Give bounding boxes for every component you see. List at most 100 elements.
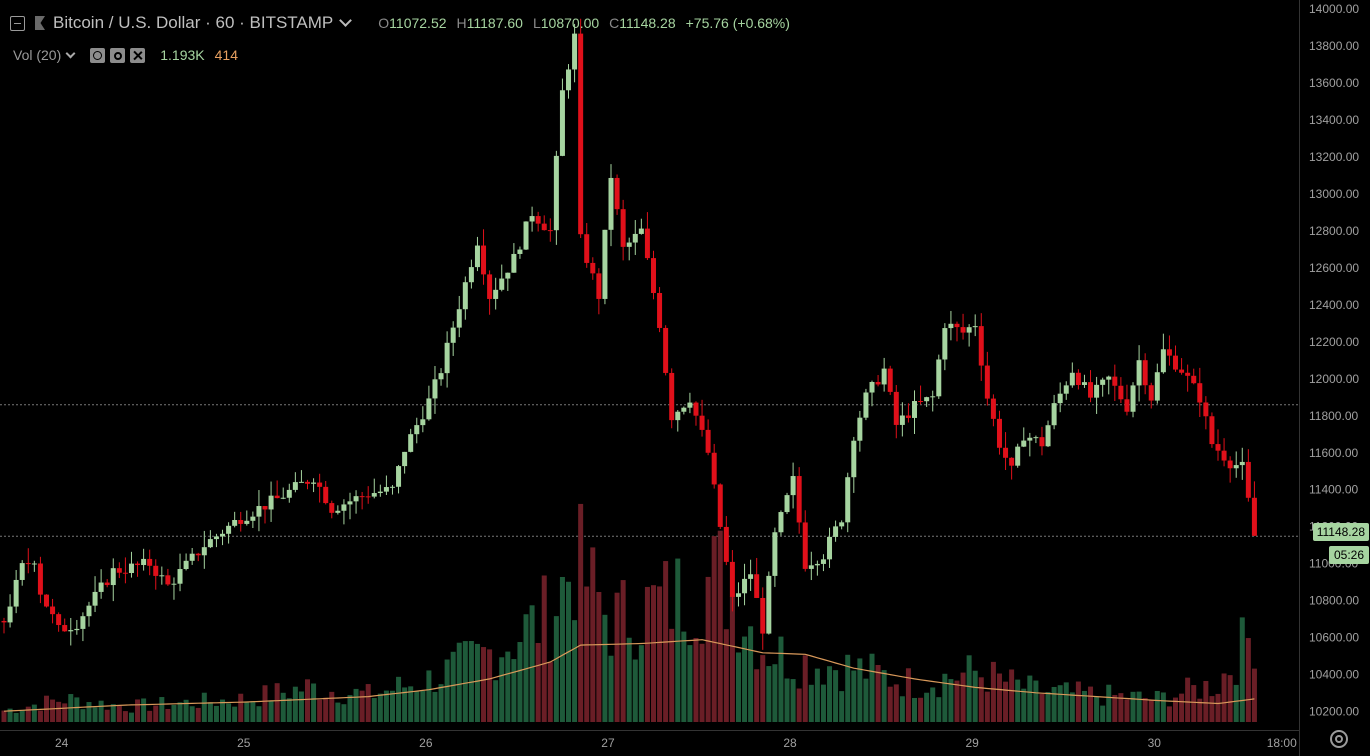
volume-bar: [1112, 694, 1118, 722]
candle-body: [56, 614, 62, 626]
candle-body: [875, 381, 881, 385]
gear-icon[interactable]: [110, 47, 126, 63]
candle-body: [1185, 372, 1191, 376]
candle-body: [414, 425, 420, 435]
candle-body: [389, 486, 395, 488]
symbol-title[interactable]: Bitcoin / U.S. Dollar · 60 · BITSTAMP: [53, 13, 334, 32]
volume-bar: [796, 688, 802, 722]
candle-body: [1221, 450, 1227, 461]
price-tick-label: 12800.00: [1309, 224, 1359, 238]
volume-bar: [657, 586, 663, 722]
candle-body: [869, 381, 875, 393]
price-tick-label: 12200.00: [1309, 335, 1359, 349]
volume-bar: [978, 677, 984, 722]
candle-body: [250, 516, 256, 521]
volume-bar: [499, 657, 505, 722]
volume-bar: [396, 676, 402, 722]
volume-bar: [936, 697, 942, 722]
volume-bar: [359, 690, 365, 722]
volume-bar: [778, 636, 784, 722]
volume-bar: [481, 647, 487, 722]
volume-bar: [1130, 691, 1136, 722]
volume-bar: [1203, 680, 1209, 722]
gear-icon[interactable]: [1330, 730, 1348, 748]
volume-bar: [984, 691, 990, 722]
candle-body: [104, 582, 110, 586]
candle-body: [177, 569, 183, 584]
candle-body: [845, 477, 851, 523]
candle-body: [244, 520, 250, 524]
volume-bar: [644, 586, 650, 722]
volume-bar: [183, 699, 189, 722]
candle-body: [839, 522, 845, 527]
chevron-down-icon[interactable]: [339, 14, 353, 27]
candle-body: [86, 605, 92, 617]
candle-body: [572, 33, 578, 70]
eye-icon[interactable]: [90, 47, 106, 63]
volume-bar: [165, 708, 171, 722]
volume-bar: [881, 670, 887, 722]
candle-body: [195, 553, 201, 556]
volume-bar: [869, 653, 875, 722]
volume-bar: [948, 679, 954, 722]
candle-body: [311, 482, 317, 484]
candle-body: [596, 273, 602, 299]
candle-body: [286, 489, 292, 498]
volume-bar: [766, 666, 772, 722]
volume-bar: [650, 585, 656, 722]
candle-body: [705, 429, 711, 453]
volume-label[interactable]: Vol (20): [13, 47, 62, 63]
volume-bar: [1197, 698, 1203, 722]
volume-bar: [86, 702, 92, 722]
volume-bar: [262, 685, 268, 722]
price-tick-label: 11400.00: [1309, 483, 1358, 497]
volume-bar: [92, 707, 98, 722]
candle-body: [772, 532, 778, 576]
volume-bar: [177, 702, 183, 722]
volume-bar: [802, 655, 808, 722]
candle-body: [1118, 385, 1124, 400]
candle-body: [13, 579, 19, 607]
candle-body: [432, 379, 438, 399]
candle-body: [135, 563, 141, 566]
candle-body: [1245, 461, 1251, 498]
candle-body: [778, 512, 784, 533]
candle-body: [1179, 369, 1185, 373]
volume-bar: [1233, 684, 1239, 722]
candle-body: [833, 526, 839, 537]
candle-body: [748, 574, 754, 579]
volume-bar: [535, 642, 541, 722]
volume-bar: [474, 643, 480, 722]
volume-bar: [408, 686, 414, 722]
candle-body: [669, 372, 675, 421]
candle-body: [948, 323, 954, 329]
candle-body: [1191, 375, 1197, 384]
candle-body: [1112, 376, 1118, 386]
chevron-down-icon[interactable]: [65, 48, 76, 58]
volume-bar: [1003, 681, 1009, 722]
volume-bar: [972, 670, 978, 722]
volume-bar: [833, 670, 839, 722]
candle-body: [183, 560, 189, 570]
candle-body: [541, 223, 547, 231]
volume-bar: [966, 655, 972, 722]
candle-body: [62, 625, 68, 632]
candle-body: [347, 501, 353, 505]
close-icon[interactable]: [130, 47, 146, 63]
candle-body: [444, 342, 450, 374]
volume-bar: [511, 659, 517, 722]
volume-bar: [1221, 673, 1227, 722]
volume-bar: [1027, 675, 1033, 722]
collapse-legend-button[interactable]: [10, 15, 25, 31]
volume-bar: [232, 706, 238, 722]
bookmark-flag-icon[interactable]: [35, 16, 45, 30]
volume-bar: [1245, 638, 1251, 722]
candle-body: [936, 359, 942, 397]
volume-bar: [153, 705, 159, 722]
volume-bar: [426, 670, 432, 722]
volume-bar: [1173, 697, 1179, 722]
candle-body: [1203, 402, 1209, 417]
candle-body: [1015, 446, 1021, 466]
candle-body: [92, 591, 98, 606]
